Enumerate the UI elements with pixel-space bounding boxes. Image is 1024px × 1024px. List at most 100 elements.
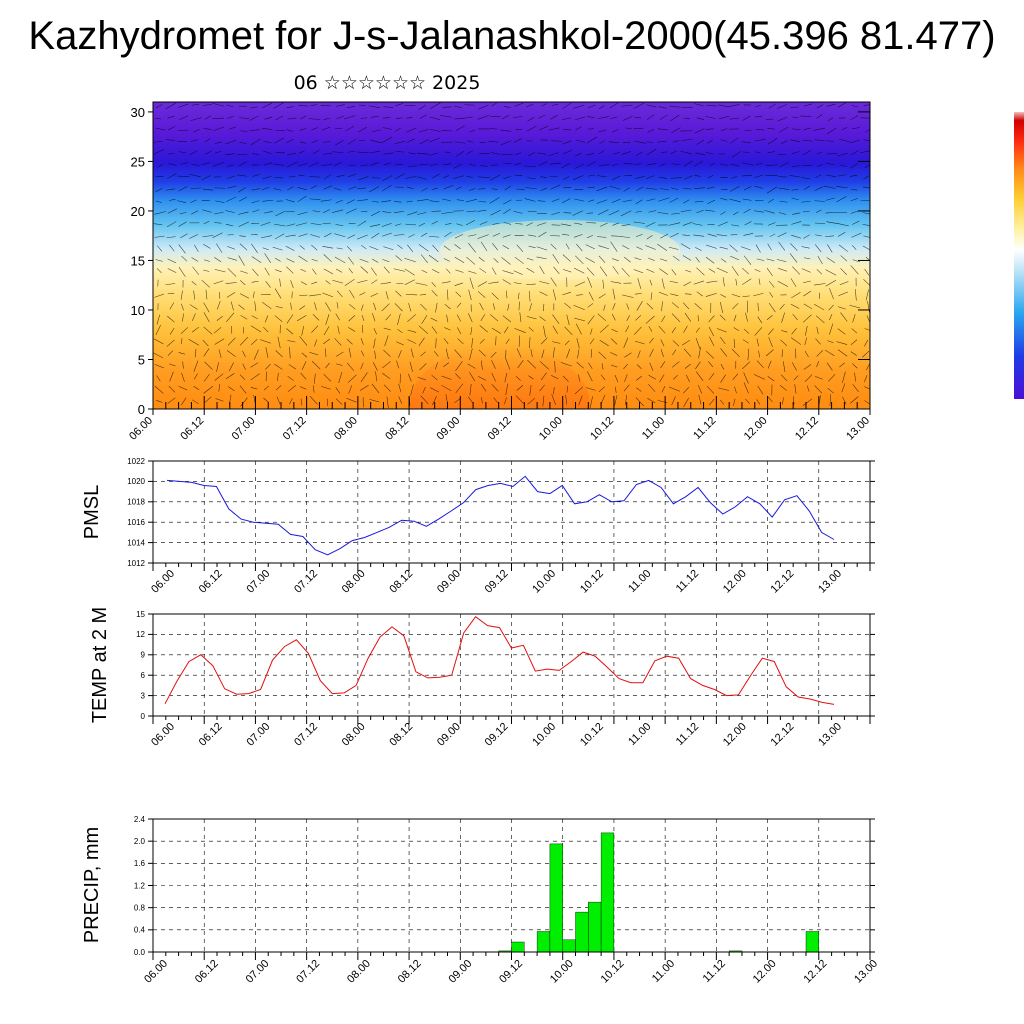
wind-vector [212,232,223,238]
wind-vector [204,115,212,120]
wind-vector [538,114,546,119]
wind-vector [443,163,451,166]
wind-vector [695,152,706,156]
wind-vector [334,161,342,167]
wind-vector [778,126,789,133]
wind-vector [611,313,616,321]
wind-vector [275,269,282,273]
wind-vector [549,162,561,165]
wind-vector [634,257,642,261]
wind-vector [332,151,344,154]
wind-vector [814,283,826,286]
wind-vector [814,385,823,394]
wind-vector [528,152,536,157]
wind-vector [790,106,799,108]
wind-vector [153,223,163,226]
wind-vector [840,312,848,322]
wind-vector [225,282,237,284]
wind-vector [803,303,813,310]
wind-vector [791,151,800,155]
wind-vector [311,361,321,370]
colorbar [1014,112,1024,399]
wind-vector [574,317,585,322]
wind-vector [526,222,533,227]
wind-vector [455,383,464,394]
wind-vector [167,173,177,179]
wind-vector [228,386,235,392]
wind-vector [395,290,402,297]
wind-vector [552,341,561,344]
wind-vector [239,196,247,202]
wind-vector [526,316,537,320]
wind-vector [454,244,461,250]
wind-vector [441,375,452,380]
wind-vector [852,127,860,130]
wind-vector [790,303,800,309]
wind-vector [404,258,416,263]
wind-vector [408,233,415,238]
wind-vector [505,358,511,370]
wind-vector [824,349,835,356]
wind-vector [708,361,714,368]
wind-vector [839,281,849,286]
wind-vector [156,268,162,274]
wind-vector [683,160,693,167]
wind-vector [766,315,773,320]
wind-vector [335,199,344,204]
wind-vector [369,150,381,154]
wind-vector [852,314,856,323]
wind-vector [178,151,187,154]
wind-vector [817,255,823,265]
wind-vector [190,139,198,142]
wind-vector [781,312,785,323]
wind-vector [237,187,246,193]
wind-vector [645,187,658,190]
wind-vector [394,140,406,144]
wind-vector [734,386,737,394]
wind-vector [166,339,175,347]
precip-bar [588,901,602,953]
wind-vector [732,303,739,310]
wind-vector [648,326,653,332]
wind-vector [587,104,596,109]
wind-vector [357,220,367,227]
wind-vector [529,385,532,396]
wind-vector [575,139,586,143]
wind-vector [262,302,272,310]
wind-vector [193,129,200,133]
wind-vector [178,244,186,254]
wind-vector [573,104,585,109]
wind-vector [417,152,429,155]
wind-vector [189,174,201,178]
wind-vector [634,326,642,335]
wind-vector [745,312,748,322]
wind-vector [742,278,752,285]
wind-vector [276,396,281,405]
temp-x-axis: 06.00 06.12 07.00 07.12 08.00 08.12 09.00 09.12… [149,716,871,749]
wind-vector [375,371,378,382]
wind-vector [240,130,248,132]
wind-vector [804,337,808,346]
wind-vector [300,281,307,286]
wind-vector [189,234,198,239]
wind-vector [829,323,834,335]
wind-vector [371,279,378,284]
wind-vector [862,223,870,226]
wind-vector [802,398,813,406]
wind-vector [562,140,572,145]
wind-vector [301,352,308,358]
heatmap-x-tick-label: 12.12 [793,415,821,443]
wind-vector [658,325,666,334]
wind-vector [599,339,609,347]
wind-vector [850,150,859,156]
wind-vector [800,115,812,118]
wind-vector [478,376,486,381]
wind-vector [696,267,705,276]
wind-vector [381,137,392,144]
wind-vector [395,223,402,226]
pmsl-x-tick-label: 11.12 [674,568,701,595]
wind-vector [371,383,380,394]
temp-x-tick-label: 10.12 [578,721,606,749]
wind-vector [297,211,308,216]
wind-vector [194,348,197,358]
